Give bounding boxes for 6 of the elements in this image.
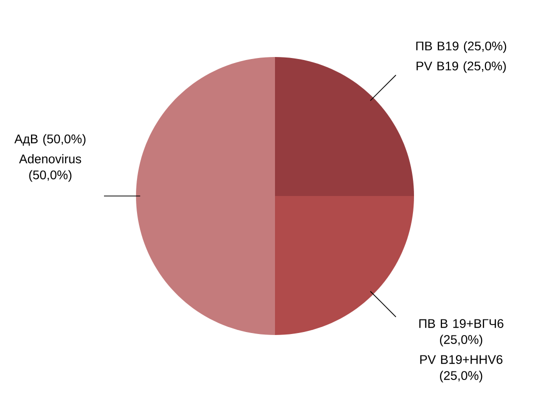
text: Adenovirus (50,0%): [19, 154, 82, 182]
text: PV B19 (25,0%): [416, 61, 506, 73]
text: PV B19+HHV6 (25,0%): [420, 355, 502, 382]
slice-label: АдВ (50,0%): [14, 134, 86, 146]
slice-label: ПВ В19 (25,0%): [416, 41, 506, 53]
slice-label: ПВ В 19+ВГЧ6 (25,0%): [419, 319, 504, 346]
